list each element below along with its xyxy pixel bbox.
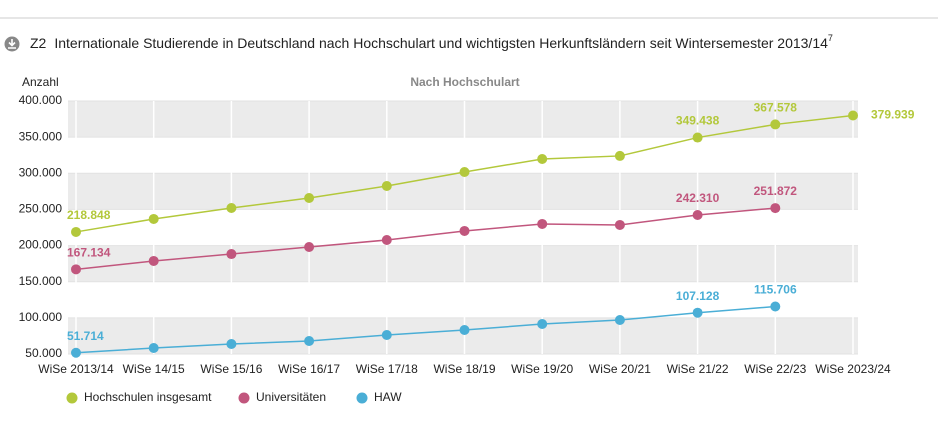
- y-axis-label: Anzahl: [22, 75, 59, 89]
- y-tick-label: 350.000: [19, 129, 63, 143]
- data-point: [304, 335, 315, 346]
- y-tick-label: 400.000: [19, 93, 63, 107]
- data-point: [148, 255, 159, 266]
- legend-swatch: [356, 392, 368, 404]
- data-label: 251.872: [754, 184, 798, 198]
- grid-band: [68, 317, 858, 354]
- y-tick-label: 200.000: [19, 238, 63, 252]
- data-label: 218.848: [67, 208, 111, 222]
- data-label: 379.939: [871, 108, 915, 122]
- data-point: [226, 202, 237, 213]
- data-point: [381, 235, 392, 246]
- data-point: [71, 347, 81, 358]
- header-title-text: Internationale Studierende in Deutschlan…: [54, 35, 828, 51]
- data-point: [692, 307, 703, 318]
- legend-item: HAW: [356, 390, 402, 404]
- data-point: [304, 242, 315, 253]
- x-tick-label: WiSe 19/20: [511, 362, 573, 376]
- x-tick-label: WiSe 21/22: [667, 362, 729, 376]
- data-point: [770, 301, 781, 312]
- data-point: [537, 218, 548, 229]
- chart-subtitle: Nach Hochschulart: [410, 75, 519, 89]
- header-sup: 7: [828, 33, 833, 43]
- data-label: 115.706: [754, 283, 797, 297]
- data-point: [614, 219, 625, 230]
- data-point: [848, 110, 858, 121]
- y-tick-label: 150.000: [19, 274, 63, 288]
- data-label: 242.310: [676, 191, 720, 205]
- data-point: [71, 226, 81, 237]
- data-point: [226, 339, 237, 350]
- data-point: [770, 203, 781, 214]
- data-point: [459, 225, 470, 236]
- data-point: [148, 213, 159, 224]
- data-label: 51.714: [67, 329, 104, 343]
- x-tick-label: WiSe 15/16: [200, 362, 262, 376]
- data-point: [304, 193, 315, 204]
- data-point: [148, 343, 159, 354]
- legend-label: Hochschulen insgesamt: [84, 390, 212, 404]
- series-line: [75, 207, 776, 271]
- data-label: 367.578: [754, 101, 798, 115]
- y-tick-label: 50.000: [25, 346, 62, 360]
- data-point: [692, 209, 703, 220]
- data-point: [537, 319, 548, 330]
- y-tick-label: 300.000: [19, 165, 63, 179]
- data-point: [71, 264, 81, 275]
- legend-swatch: [66, 392, 78, 404]
- data-point: [692, 132, 703, 143]
- legend-swatch: [238, 392, 250, 404]
- x-tick-label: WiSe 2023/24: [815, 362, 891, 376]
- x-tick-label: WiSe 16/17: [278, 362, 340, 376]
- data-label: 107.128: [676, 289, 720, 303]
- data-label: 167.134: [67, 246, 111, 260]
- data-point: [381, 329, 392, 340]
- data-point: [381, 181, 392, 192]
- header-title: Z2 Internationale Studierende in Deutschl…: [30, 33, 833, 50]
- series-line: [75, 305, 776, 354]
- x-tick-label: WiSe 18/19: [433, 362, 495, 376]
- header-code: Z2: [30, 35, 47, 51]
- y-tick-label: 250.000: [19, 202, 63, 216]
- data-point: [614, 150, 625, 161]
- grid-band: [68, 173, 858, 210]
- data-label: 349.438: [676, 114, 720, 128]
- y-tick-label: 100.000: [19, 310, 63, 324]
- legend-item: Universitäten: [238, 390, 326, 404]
- x-tick-label: WiSe 22/23: [744, 362, 806, 376]
- x-tick-label: WiSe 2013/14: [38, 362, 114, 376]
- x-tick-label: WiSe 14/15: [123, 362, 185, 376]
- data-point: [537, 153, 548, 164]
- x-tick-label: WiSe 17/18: [356, 362, 418, 376]
- legend-label: HAW: [374, 390, 402, 404]
- download-icon[interactable]: [4, 36, 20, 52]
- grid-band: [68, 101, 858, 138]
- x-tick-label: WiSe 20/21: [589, 362, 651, 376]
- data-point: [459, 166, 470, 177]
- grid-band: [68, 245, 858, 282]
- data-point: [226, 249, 237, 260]
- data-point: [614, 315, 625, 326]
- data-point: [459, 325, 470, 336]
- legend-item: Hochschulen insgesamt: [66, 390, 212, 404]
- data-point: [770, 119, 781, 130]
- legend-label: Universitäten: [256, 390, 326, 404]
